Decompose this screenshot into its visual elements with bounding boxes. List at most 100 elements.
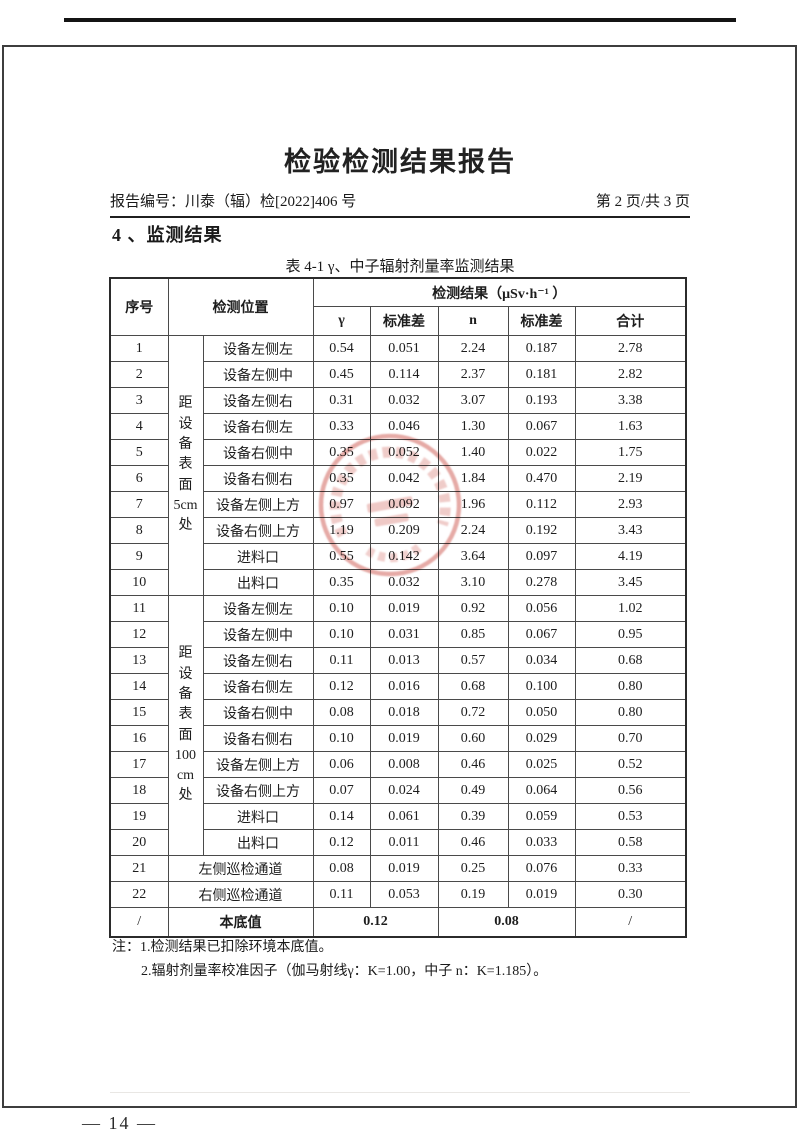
group-line: 5cm <box>173 497 198 513</box>
n-cell: 1.96 <box>437 491 509 518</box>
n-cell: 3.64 <box>437 543 509 570</box>
std-n-cell: 0.025 <box>507 751 576 778</box>
std-gamma-cell: 0.019 <box>369 725 439 752</box>
std-n-cell: 0.181 <box>507 361 576 388</box>
gamma-cell: 0.10 <box>312 595 371 622</box>
total-cell: 3.45 <box>574 569 687 596</box>
no-cell: 17 <box>109 751 169 778</box>
position-cell: 设备右侧左 <box>202 673 314 700</box>
group-line: cm <box>176 768 195 784</box>
n-cell: 0.46 <box>437 829 509 856</box>
gamma-cell: 0.97 <box>312 491 371 518</box>
std-n-cell: 0.192 <box>507 517 576 544</box>
note-line-1: 注：1.检测结果已扣除环境本底值。 <box>112 940 333 955</box>
group-line: 设 <box>178 416 193 432</box>
gamma-cell: 0.54 <box>312 335 371 362</box>
std-gamma-cell: 0.011 <box>369 829 439 856</box>
table-row: 2 设备左侧中 0.45 0.114 2.37 0.181 2.82 <box>109 361 687 388</box>
std-n-cell: 0.059 <box>507 803 576 830</box>
header-std2: 标准差 <box>507 306 576 336</box>
top-scan-rule <box>64 18 736 22</box>
position-cell: 设备右侧左 <box>202 413 314 440</box>
std-gamma-cell: 0.019 <box>369 855 439 882</box>
gamma-cell: 0.45 <box>312 361 371 388</box>
total-cell: 4.19 <box>574 543 687 570</box>
total-cell: 0.53 <box>574 803 687 830</box>
report-header-line: 报告编号：川泰（辐）检[2022]406 号 第 2 页/共 3 页 <box>110 190 690 218</box>
position-cell: 设备右侧上方 <box>202 777 314 804</box>
group-line: 表 <box>178 707 193 723</box>
total-cell: 2.78 <box>574 335 687 362</box>
n-cell: 0.39 <box>437 803 509 830</box>
total-cell: 0.80 <box>574 699 687 726</box>
no-cell: 6 <box>109 465 169 492</box>
std-gamma-cell: 0.042 <box>369 465 439 492</box>
std-n-cell: 0.193 <box>507 387 576 414</box>
group-line: 处 <box>178 788 193 804</box>
n-cell: 0.19 <box>437 881 509 908</box>
total-cell: 0.95 <box>574 621 687 648</box>
no-cell: 20 <box>109 829 169 856</box>
page-number: — 14 — <box>82 1113 157 1133</box>
table-row: 18 设备右侧上方 0.07 0.024 0.49 0.064 0.56 <box>109 777 687 804</box>
total-cell: 1.75 <box>574 439 687 466</box>
n-cell: 0.57 <box>437 647 509 674</box>
position-cell: 设备左侧中 <box>202 361 314 388</box>
std-gamma-cell: 0.051 <box>369 335 439 362</box>
gamma-cell: 0.33 <box>312 413 371 440</box>
gamma-cell: 0.10 <box>312 621 371 648</box>
gamma-cell: 0.55 <box>312 543 371 570</box>
position-cell: 设备左侧上方 <box>202 491 314 518</box>
n-cell: 0.60 <box>437 725 509 752</box>
group-cell-5cm: 距 设 备 表 面 5cm 处 <box>167 335 204 596</box>
std-n-cell: 0.097 <box>507 543 576 570</box>
no-cell: 7 <box>109 491 169 518</box>
table-row: 13 设备左侧右 0.11 0.013 0.57 0.034 0.68 <box>109 647 687 674</box>
n-cell: 1.40 <box>437 439 509 466</box>
std-gamma-cell: 0.092 <box>369 491 439 518</box>
std-gamma-cell: 0.024 <box>369 777 439 804</box>
position-cell: 右侧巡检通道 <box>167 881 314 908</box>
no-cell: 21 <box>109 855 169 882</box>
std-gamma-cell: 0.142 <box>369 543 439 570</box>
std-n-cell: 0.278 <box>507 569 576 596</box>
table-title: 表 4-1 γ、中子辐射剂量率监测结果 <box>285 259 515 275</box>
std-gamma-cell: 0.032 <box>369 569 439 596</box>
std-n-cell: 0.034 <box>507 647 576 674</box>
position-cell: 设备左侧中 <box>202 621 314 648</box>
no-cell: 9 <box>109 543 169 570</box>
no-cell: 16 <box>109 725 169 752</box>
position-cell: 设备右侧右 <box>202 465 314 492</box>
no-cell: 1 <box>109 335 169 362</box>
no-cell: 12 <box>109 621 169 648</box>
total-cell: 0.52 <box>574 751 687 778</box>
std-n-cell: 0.067 <box>507 621 576 648</box>
position-cell: 设备左侧上方 <box>202 751 314 778</box>
std-n-cell: 0.112 <box>507 491 576 518</box>
group-line: 设 <box>178 666 193 682</box>
faint-scan-line <box>110 1092 690 1093</box>
report-number: 报告编号：川泰（辐）检[2022]406 号 <box>110 194 357 210</box>
table-row: 1 距 设 备 表 面 5cm 处 设备左侧左 0.54 0.051 2.24 … <box>109 335 687 596</box>
no-cell: 19 <box>109 803 169 830</box>
n-cell: 0.68 <box>437 673 509 700</box>
std-n-cell: 0.076 <box>507 855 576 882</box>
position-cell: 设备右侧上方 <box>202 517 314 544</box>
total-cell: 0.70 <box>574 725 687 752</box>
std-n-cell: 0.019 <box>507 881 576 908</box>
no-cell: 3 <box>109 387 169 414</box>
std-gamma-cell: 0.032 <box>369 387 439 414</box>
std-gamma-cell: 0.019 <box>369 595 439 622</box>
std-gamma-cell: 0.018 <box>369 699 439 726</box>
n-cell: 3.07 <box>437 387 509 414</box>
group-line: 表 <box>178 457 193 473</box>
position-cell: 设备右侧中 <box>202 699 314 726</box>
std-gamma-cell: 0.114 <box>369 361 439 388</box>
header-n: n <box>437 306 509 336</box>
std-gamma-cell: 0.046 <box>369 413 439 440</box>
group-line: 备 <box>178 437 193 453</box>
no-cell: 2 <box>109 361 169 388</box>
std-gamma-cell: 0.016 <box>369 673 439 700</box>
std-n-cell: 0.067 <box>507 413 576 440</box>
gamma-cell: 0.08 <box>312 699 371 726</box>
